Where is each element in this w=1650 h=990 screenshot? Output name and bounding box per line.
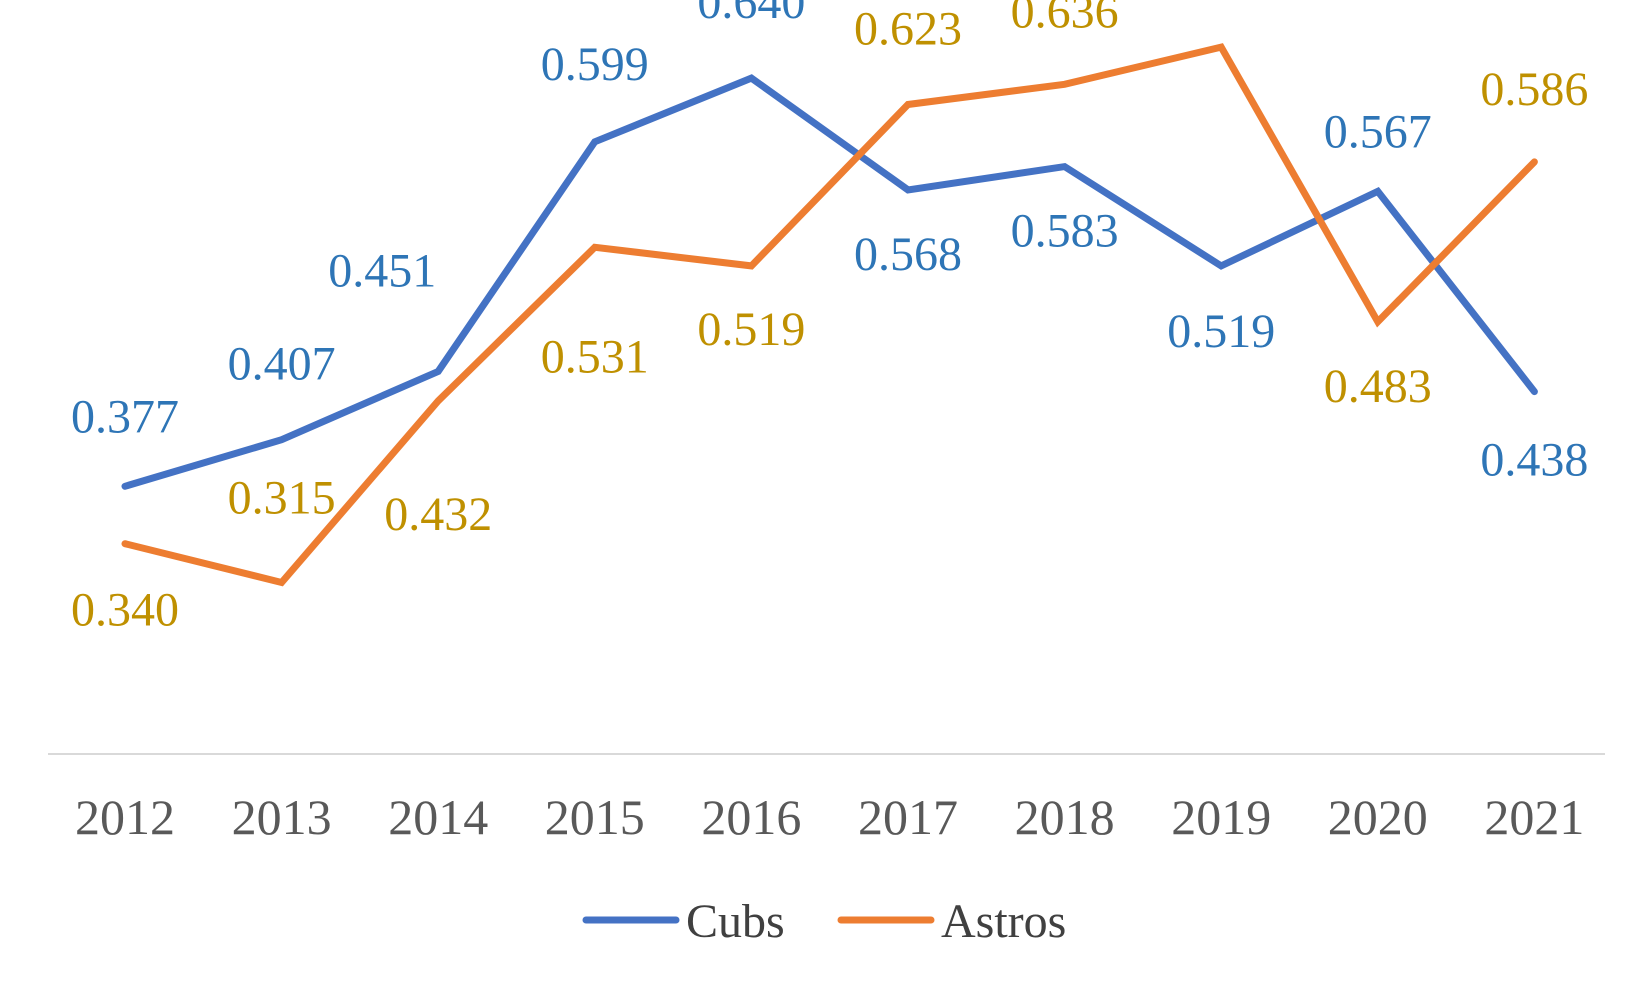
x-tick-label: 2014	[388, 789, 488, 845]
x-tick-label: 2013	[232, 789, 332, 845]
x-tick-label: 2012	[75, 789, 175, 845]
x-tick-label: 2020	[1328, 789, 1428, 845]
x-tick-label: 2019	[1171, 789, 1271, 845]
data-label-cubs: 0.519	[1167, 305, 1275, 358]
x-tick-label: 2017	[858, 789, 958, 845]
data-label-astros: 0.586	[1480, 63, 1588, 116]
legend-label-astros: Astros	[941, 895, 1066, 948]
data-label-astros: 0.483	[1324, 360, 1432, 413]
data-label-cubs: 0.407	[228, 338, 336, 391]
series-line-astros	[121, 43, 1538, 587]
data-label-cubs: 0.568	[854, 228, 962, 281]
x-tick-label: 2016	[701, 789, 801, 845]
data-label-astros: 0.432	[384, 488, 492, 541]
data-label-astros: 0.519	[697, 303, 805, 356]
data-label-cubs: 0.567	[1324, 105, 1432, 158]
data-label-astros: 0.315	[228, 472, 336, 525]
series-line-cubs	[121, 74, 1538, 490]
data-label-cubs: 0.583	[1011, 205, 1119, 258]
data-label-cubs: 0.377	[71, 390, 179, 443]
legend-label-cubs: Cubs	[686, 895, 785, 948]
data-label-astros: 0.623	[854, 3, 962, 56]
x-tick-label: 2021	[1484, 789, 1584, 845]
data-label-cubs: 0.451	[328, 244, 436, 297]
data-label-cubs: 0.599	[541, 38, 649, 91]
data-label-astros: 0.340	[71, 584, 179, 637]
data-label-cubs: 0.640	[697, 0, 805, 29]
x-tick-label: 2015	[545, 789, 645, 845]
data-label-astros: 0.636	[1011, 0, 1119, 38]
data-label-astros: 0.531	[541, 330, 649, 383]
data-label-cubs: 0.438	[1480, 434, 1588, 487]
x-tick-label: 2018	[1015, 789, 1115, 845]
